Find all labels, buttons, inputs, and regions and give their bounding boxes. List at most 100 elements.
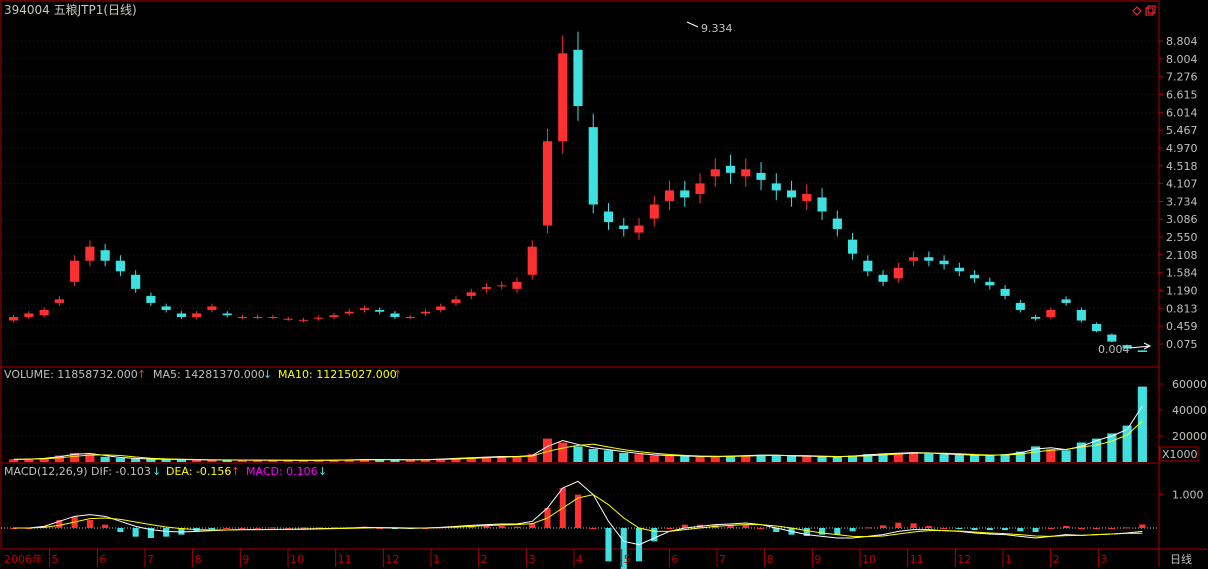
time-axis-label: 7 — [719, 553, 726, 566]
volume-bar — [54, 455, 64, 462]
time-axis: 2006年 5 6 7 8 9 10 11 12 1 2 3 4 5 6 7 8 9 10 11 12 1 2 3 — [4, 549, 1107, 567]
candle-body — [710, 169, 720, 177]
time-axis-label: 10 — [862, 553, 876, 566]
volume-bar — [161, 459, 171, 462]
volume-bar — [542, 438, 553, 462]
volume-bar — [100, 456, 110, 462]
macd-bar — [529, 523, 536, 528]
candle-body — [1031, 316, 1041, 319]
volume-bar — [253, 460, 263, 462]
macd-bar — [1063, 526, 1070, 528]
candle-body — [314, 317, 324, 319]
volume-bar — [9, 459, 19, 462]
volume-bar — [1015, 451, 1025, 462]
price-tick-label: 8.004 — [1166, 53, 1198, 66]
volume-bar — [1076, 442, 1086, 462]
time-axis-label: 3 — [1100, 553, 1107, 566]
candle-body — [649, 204, 659, 219]
macd-bar — [1017, 528, 1024, 532]
time-axis-label: 11 — [338, 553, 352, 566]
macd-bar — [803, 528, 810, 536]
macd-value: MACD: 0.106 — [246, 465, 318, 478]
macd-dea: DEA: -0.156 — [166, 465, 231, 478]
candle-body — [939, 260, 949, 265]
restore-icon[interactable] — [1145, 5, 1156, 16]
candle-body — [1015, 302, 1025, 310]
macd-bar — [574, 494, 582, 528]
candle-body — [695, 183, 705, 194]
period-label[interactable]: 日线 — [1170, 552, 1192, 566]
price-tick-label: 2.550 — [1166, 231, 1198, 244]
time-axis-label: 12 — [957, 553, 971, 566]
time-axis-label: 11 — [910, 553, 924, 566]
volume-bar — [786, 456, 797, 462]
volume-bar — [1061, 450, 1071, 462]
volume-bar — [1031, 446, 1041, 462]
candle-body — [725, 165, 736, 173]
candle-body — [146, 295, 156, 303]
volume-bar — [329, 460, 339, 462]
price-tick-label: 1.190 — [1166, 285, 1198, 298]
price-tick-label: 6.014 — [1166, 106, 1198, 119]
volume-bar — [39, 458, 49, 462]
macd-bar — [224, 528, 231, 529]
time-axis-label: 2006年 — [4, 552, 43, 566]
volume-bar — [512, 456, 522, 462]
macd-bar — [834, 528, 841, 535]
candle-body — [481, 287, 492, 289]
volume-bar — [847, 455, 858, 462]
macd-bar — [163, 528, 170, 537]
price-candles — [9, 31, 1147, 353]
candle-body — [512, 281, 522, 289]
volume-bar — [970, 455, 980, 462]
candle-body — [24, 313, 34, 317]
time-axis-label: 2 — [481, 553, 488, 566]
macd-bar — [239, 528, 246, 529]
candle-body — [985, 281, 995, 286]
candle-body — [527, 246, 537, 275]
volume-bar — [344, 459, 354, 462]
macd-bar — [1124, 527, 1131, 529]
volume-up-arrow-icon: ↑ — [137, 368, 146, 381]
candle-body — [954, 267, 964, 272]
volume-bar — [405, 459, 415, 462]
dea-up-arrow-icon: ↑ — [231, 465, 240, 478]
candle-body — [344, 311, 354, 314]
chart-title: 394004 五粮JTP1(日线) — [4, 2, 137, 17]
volume-multiplier-box — [1159, 446, 1199, 462]
macd-bar — [1078, 528, 1085, 529]
macd-bar — [757, 528, 765, 529]
macd-bar — [513, 526, 521, 528]
macd-bar — [864, 527, 871, 529]
low-marker-arrow — [1129, 342, 1152, 350]
macd-bar — [300, 527, 307, 529]
candle-body — [451, 299, 461, 303]
candle-body — [1092, 324, 1102, 332]
volume-bar — [390, 459, 400, 462]
candle-body — [908, 257, 919, 261]
volume-bar — [1122, 425, 1132, 462]
diamond-icon[interactable] — [1132, 6, 1142, 16]
candle-body — [924, 257, 934, 261]
volume-tick-label: 60000 — [1172, 378, 1207, 391]
macd-y-axis: 1.000 — [1159, 489, 1204, 502]
candle-body — [1046, 309, 1056, 317]
macd-bar — [56, 520, 63, 528]
time-axis-label: 5 — [52, 553, 59, 566]
volume-bar — [634, 454, 644, 462]
volume-bar — [710, 456, 720, 462]
macd-bar — [986, 528, 993, 530]
price-tick-label: 4.970 — [1166, 142, 1198, 155]
candle-body — [39, 309, 49, 316]
grid-lines — [1, 40, 1159, 529]
macd-bar — [1032, 528, 1039, 532]
volume-tick-label: 40000 — [1172, 404, 1207, 417]
candle-body — [115, 260, 125, 272]
candle-body — [375, 309, 385, 312]
volume-bar — [954, 454, 964, 462]
macd-bar — [971, 528, 978, 530]
time-axis-label: 5 — [624, 553, 631, 566]
candle-body — [192, 313, 202, 317]
candle-body — [893, 267, 903, 279]
